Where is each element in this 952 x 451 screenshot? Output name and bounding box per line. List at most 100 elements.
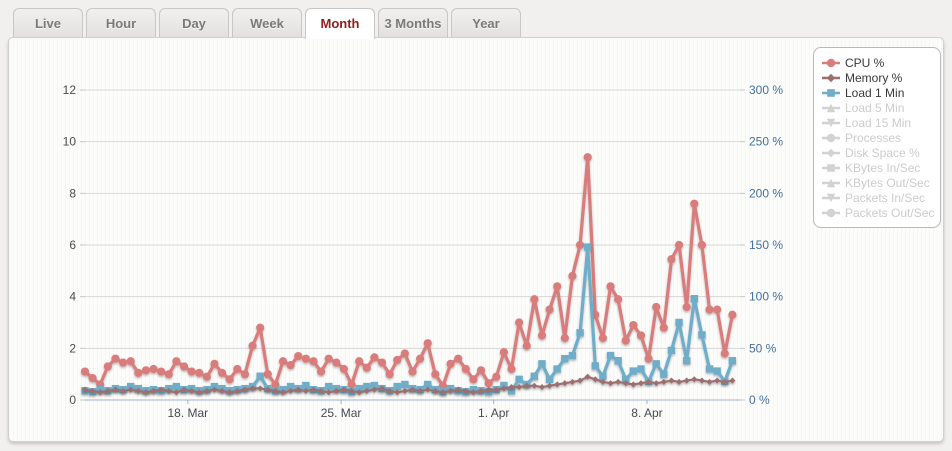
memory-point-marker (203, 387, 210, 395)
cpu-point-marker (690, 199, 699, 208)
load-1-min-point-marker (172, 382, 181, 391)
legend-item-kbytes-in-sec[interactable]: KBytes In/Sec (821, 160, 936, 175)
tab-month[interactable]: Month (305, 8, 375, 39)
cpu-point-marker (317, 367, 326, 376)
legend-label: KBytes In/Sec (845, 160, 921, 175)
right-axis-tick-label: 100 % (749, 290, 783, 304)
right-axis-tick-label: 0 % (749, 393, 770, 407)
legend-item-cpu[interactable]: CPU % (821, 55, 936, 70)
memory-point-marker (706, 378, 713, 386)
memory-point-marker (394, 389, 401, 396)
cpu-point-marker (629, 320, 638, 330)
cpu-point-marker (583, 153, 592, 162)
load-1-min-point-marker (583, 243, 592, 251)
x-axis (85, 399, 740, 404)
memory-point-marker (599, 378, 607, 386)
legend-item-load-1-min[interactable]: Load 1 Min (821, 85, 936, 100)
cpu-point-marker (553, 282, 562, 291)
memory-point-marker (622, 380, 629, 387)
left-axis-tick-label: 0 (69, 393, 76, 407)
legend-item-kbytes-out-sec[interactable]: KBytes Out/Sec (821, 175, 936, 190)
legend-item-memory[interactable]: Memory % (821, 70, 936, 85)
load-1-min-point-marker (599, 372, 607, 380)
load-1-min-point-marker (576, 329, 584, 337)
memory-point-marker (135, 387, 142, 395)
legend-item-processes[interactable]: Processes (821, 130, 936, 145)
time-range-tabs: Live Hour Day Week Month 3 Months Year (13, 8, 521, 39)
legend-item-packets-in-sec[interactable]: Packets In/Sec (821, 190, 936, 205)
cpu-point-marker (720, 349, 729, 358)
load-1-min-point-marker (705, 365, 714, 373)
cpu-point-marker (339, 364, 349, 374)
cpu-point-marker (355, 357, 364, 366)
memory-point-marker (485, 386, 492, 393)
cpu-point-marker (674, 240, 684, 250)
legend-label: Load 1 Min (845, 85, 905, 100)
packets-in-sec-marker-icon (822, 193, 840, 202)
load-1-min-point-marker (545, 375, 554, 384)
memory-point-marker (81, 386, 89, 393)
cpu-point-marker (568, 271, 577, 281)
tab-3-months[interactable]: 3 Months (378, 8, 448, 37)
legend-item-disk-space[interactable]: Disk Space % (821, 145, 936, 160)
memory-point-marker (432, 387, 439, 395)
memory-point-marker (576, 377, 584, 384)
load-1-min-point-marker (355, 384, 363, 393)
cpu-point-marker (80, 367, 90, 376)
cpu-point-marker (263, 370, 272, 379)
load-1-min-point-marker (553, 365, 561, 373)
cpu-point-marker (362, 363, 371, 372)
legend-item-load-15-min[interactable]: Load 15 Min (821, 115, 936, 130)
load-1-min-point-marker (728, 357, 737, 365)
cpu-point-marker (728, 310, 737, 319)
left-axis-tick-label: 8 (69, 186, 76, 200)
load-1-min-point-marker (606, 351, 615, 360)
memory-point-marker (691, 376, 698, 383)
tab-week[interactable]: Week (232, 8, 302, 37)
legend-item-packets-out-sec[interactable]: Packets Out/Sec (821, 205, 936, 220)
memory-point-marker (500, 385, 507, 392)
load-1-min-point-marker (667, 346, 676, 355)
memory-point-marker (660, 378, 667, 386)
cpu-point-marker (499, 348, 508, 357)
cpu-point-marker (575, 240, 585, 250)
tab-hour[interactable]: Hour (86, 8, 156, 37)
legend-label: Load 5 Min (845, 100, 905, 115)
cpu-point-marker (126, 357, 135, 366)
memory-point-marker (173, 389, 180, 396)
cpu-point-marker (522, 341, 531, 350)
cpu-point-marker (309, 357, 318, 366)
cpu-point-marker (377, 358, 387, 367)
tab-day[interactable]: Day (159, 8, 229, 37)
memory-point-marker (333, 387, 340, 395)
memory-point-marker (675, 378, 683, 386)
tab-year[interactable]: Year (451, 8, 521, 37)
right-axis-tick-label: 50 % (749, 341, 777, 355)
load-1-min-point-marker (530, 372, 539, 380)
tab-live[interactable]: Live (13, 8, 83, 37)
load-1-min-point-marker (660, 370, 668, 378)
memory-point-marker (508, 383, 515, 391)
legend-label: Packets Out/Sec (845, 205, 935, 220)
legend-item-load-5-min[interactable]: Load 5 Min (821, 100, 936, 115)
cpu-point-marker (271, 380, 280, 389)
memory-point-marker (561, 380, 568, 387)
load-1-min-point-marker (370, 381, 379, 390)
cpu-point-marker (469, 375, 478, 384)
cpu-point-marker (652, 302, 661, 312)
cpu-point-marker (636, 331, 646, 340)
memory-series (81, 373, 736, 396)
legend-label: KBytes Out/Sec (845, 175, 930, 190)
right-axis-tick-label: 150 % (749, 238, 783, 252)
x-axis-tick-label: 18. Mar (167, 406, 208, 420)
memory-point-marker (310, 386, 317, 393)
legend-label: CPU % (845, 55, 885, 70)
cpu-point-marker (438, 381, 448, 390)
cpu-point-marker (164, 370, 173, 379)
memory-point-marker (89, 387, 96, 395)
memory-point-marker (241, 386, 249, 393)
cpu-point-marker (530, 295, 539, 304)
memory-point-marker (211, 386, 218, 393)
memory-point-marker (584, 373, 591, 380)
load-1-min-point-marker (515, 375, 523, 384)
